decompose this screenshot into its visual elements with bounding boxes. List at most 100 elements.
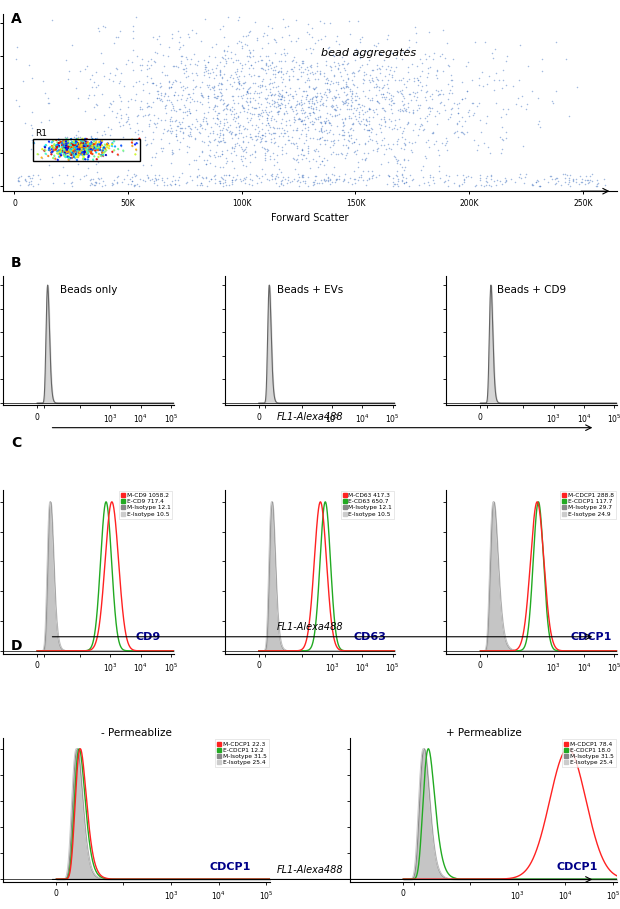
Point (40, 139, 50, 154)
Point (137, 124, 147, 138)
Point (51, 138, 61, 153)
Point (215, 135, 224, 149)
Point (66, 145, 76, 159)
Point (432, 63, 441, 77)
Point (218, 51, 228, 65)
Point (441, 130, 451, 145)
Point (68, 140, 78, 155)
Point (347, 73, 356, 87)
Point (167, 174, 177, 188)
Point (534, 178, 544, 193)
Point (66, 142, 76, 156)
Point (314, 149, 324, 164)
Point (144, 173, 154, 187)
Point (218, 127, 228, 142)
Point (428, 170, 438, 185)
Point (371, 169, 381, 184)
Point (343, 79, 353, 94)
Point (62, 145, 72, 159)
Point (345, 171, 355, 185)
Point (61, 139, 71, 154)
Point (399, 176, 409, 191)
Point (304, 79, 314, 94)
Point (94, 150, 104, 165)
Point (80, 132, 90, 146)
Point (69, 136, 79, 151)
Point (232, 81, 242, 95)
Point (574, 176, 584, 191)
Point (192, 122, 202, 136)
Point (51, 139, 61, 154)
Point (40, 144, 50, 158)
Point (156, 88, 166, 103)
Point (98, 141, 108, 155)
Point (177, 87, 187, 102)
Point (99, 124, 109, 138)
Point (91, 145, 101, 160)
Point (307, 92, 317, 106)
Point (58, 134, 68, 148)
Point (366, 120, 376, 135)
Point (350, 53, 360, 67)
Point (72, 136, 82, 151)
Point (79, 138, 89, 153)
Point (399, 101, 409, 115)
Point (114, 115, 124, 129)
Point (68, 145, 78, 160)
Point (29, 135, 38, 150)
Point (442, 135, 452, 149)
Point (423, 133, 433, 147)
Point (73, 142, 82, 156)
Point (482, 175, 492, 189)
Point (412, 85, 422, 100)
Point (79, 141, 89, 155)
Point (67, 38, 77, 53)
Point (67, 145, 77, 159)
Point (319, 68, 329, 83)
Point (78, 147, 87, 162)
Point (276, 70, 286, 85)
Point (100, 137, 110, 152)
Point (82, 138, 92, 153)
Point (283, 133, 293, 147)
Point (322, 81, 332, 95)
Point (91, 142, 101, 156)
Point (68, 141, 78, 155)
Point (338, 137, 348, 152)
Point (180, 99, 190, 114)
Point (397, 173, 407, 187)
Point (95, 143, 105, 157)
Point (54, 133, 64, 147)
Point (63, 143, 73, 157)
Point (144, 98, 154, 113)
Point (70, 150, 80, 165)
Point (75, 145, 85, 159)
Point (152, 46, 162, 61)
Point (388, 171, 397, 185)
Point (24, 169, 34, 184)
Point (358, 99, 368, 114)
Point (267, 21, 277, 35)
Point (265, 119, 275, 134)
Point (371, 102, 381, 116)
Point (76, 142, 86, 156)
Point (58, 142, 68, 156)
Point (92, 143, 102, 157)
Point (354, 97, 364, 112)
Point (392, 122, 402, 136)
Point (76, 137, 86, 152)
Point (239, 69, 249, 84)
Point (256, 60, 266, 75)
Point (228, 111, 238, 125)
Point (319, 97, 329, 112)
Point (51, 144, 61, 158)
Point (421, 93, 431, 107)
Point (219, 116, 229, 131)
Point (257, 128, 267, 143)
Point (64, 138, 74, 153)
Point (288, 136, 298, 151)
Point (91, 142, 101, 156)
Point (157, 94, 167, 108)
Point (242, 48, 252, 63)
Point (86, 145, 96, 159)
